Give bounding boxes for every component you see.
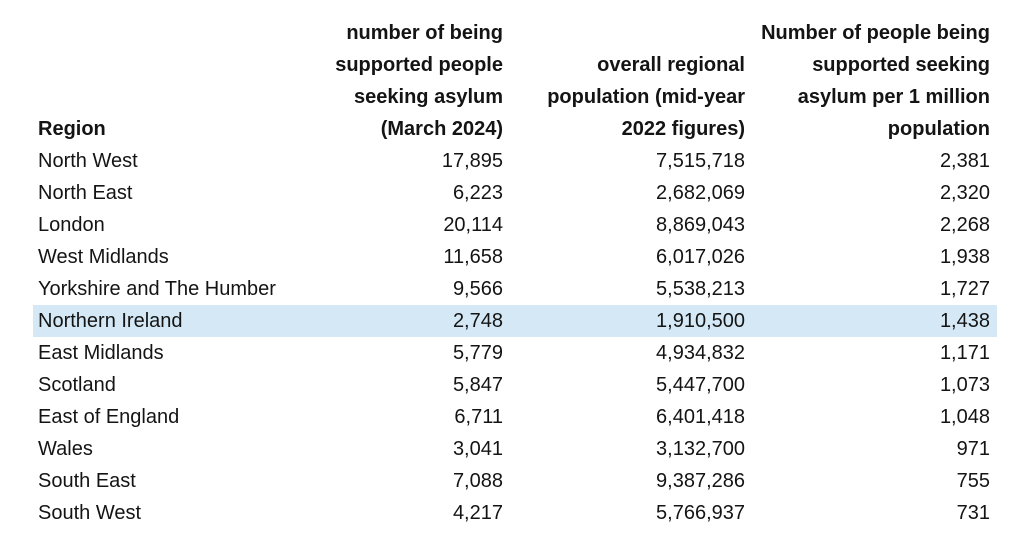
population-cell: 9,387,286: [656, 470, 745, 492]
region-cell: North East: [38, 182, 133, 204]
per-million-cell: 731: [956, 502, 990, 524]
per-million-cell: 971: [956, 438, 990, 460]
table-row: Wales 3,041 3,132,700 971: [33, 433, 997, 465]
region-cell: North West: [38, 150, 138, 172]
header-row: Region number of being supported people …: [33, 17, 997, 145]
per-million-cell: 1,938: [939, 246, 990, 268]
population-cell: 5,447,700: [656, 374, 745, 396]
per-million-cell: 2,268: [939, 214, 990, 236]
supported-count-cell: 3,041: [452, 438, 503, 460]
table-row: East of England 6,711 6,401,418 1,048: [33, 401, 997, 433]
table-row: Scotland 5,847 5,447,700 1,073: [33, 369, 997, 401]
population-cell: 8,869,043: [656, 214, 745, 236]
supported-count-cell: 5,847: [452, 374, 503, 396]
region-cell: South East: [38, 470, 136, 492]
region-cell: Yorkshire and The Humber: [38, 278, 276, 300]
supported-count-cell: 2,748: [452, 310, 503, 332]
table-row: South East 7,088 9,387,286 755: [33, 465, 997, 497]
region-cell: London: [38, 214, 105, 236]
population-cell: 6,017,026: [656, 246, 745, 268]
per-million-cell: 1,727: [939, 278, 990, 300]
table-row: South West 4,217 5,766,937 731: [33, 497, 997, 529]
region-cell: East of England: [38, 406, 180, 428]
supported-count-cell: 20,114: [443, 214, 503, 236]
per-million-cell: 1,171: [939, 342, 990, 364]
per-million-cell: 1,073: [939, 374, 990, 396]
table-row: West Midlands 11,658 6,017,026 1,938: [33, 241, 997, 273]
population-cell: 7,515,718: [656, 150, 745, 172]
region-cell: West Midlands: [38, 246, 169, 268]
per-million-cell: 1,438: [939, 310, 990, 332]
per-million-cell: 755: [956, 470, 990, 492]
region-cell: East Midlands: [38, 342, 164, 364]
asylum-regions-table: Region number of being supported people …: [33, 17, 997, 529]
region-cell: South West: [38, 502, 142, 524]
region-cell: Wales: [38, 438, 93, 460]
asylum-table-container: Region number of being supported people …: [33, 17, 997, 529]
region-cell: Scotland: [38, 374, 116, 396]
population-cell: 2,682,069: [656, 182, 745, 204]
population-cell: 1,910,500: [656, 310, 745, 332]
supported-count-cell: 9,566: [452, 278, 503, 300]
region-cell: Northern Ireland: [38, 310, 183, 332]
population-cell: 6,401,418: [656, 406, 745, 428]
table-row: Yorkshire and The Humber 9,566 5,538,213…: [33, 273, 997, 305]
supported-count-cell: 6,711: [454, 406, 503, 428]
supported-count-cell: 7,088: [452, 470, 503, 492]
supported-count-cell: 11,658: [443, 246, 503, 268]
population-cell: 4,934,832: [656, 342, 745, 364]
population-cell: 3,132,700: [656, 438, 745, 460]
column-header-region: Region: [38, 118, 106, 140]
table-row: North West 17,895 7,515,718 2,381: [33, 145, 997, 177]
per-million-cell: 2,381: [939, 150, 990, 172]
supported-count-cell: 17,895: [441, 150, 503, 172]
per-million-cell: 2,320: [939, 182, 990, 204]
column-header-per-million: Number of people being supported seeking…: [761, 22, 990, 140]
column-header-supported-count: number of being supported people seeking…: [335, 22, 503, 140]
column-header-population: overall regional population (mid-year 20…: [547, 54, 745, 140]
supported-count-cell: 4,217: [452, 502, 503, 524]
table-row: East Midlands 5,779 4,934,832 1,171: [33, 337, 997, 369]
population-cell: 5,766,937: [656, 502, 745, 524]
per-million-cell: 1,048: [939, 406, 990, 428]
supported-count-cell: 6,223: [452, 182, 503, 204]
table-row: London 20,114 8,869,043 2,268: [33, 209, 997, 241]
population-cell: 5,538,213: [656, 278, 745, 300]
table-row: North East 6,223 2,682,069 2,320: [33, 177, 997, 209]
supported-count-cell: 5,779: [452, 342, 503, 364]
table-row-highlighted: Northern Ireland 2,748 1,910,500 1,438: [33, 305, 997, 337]
